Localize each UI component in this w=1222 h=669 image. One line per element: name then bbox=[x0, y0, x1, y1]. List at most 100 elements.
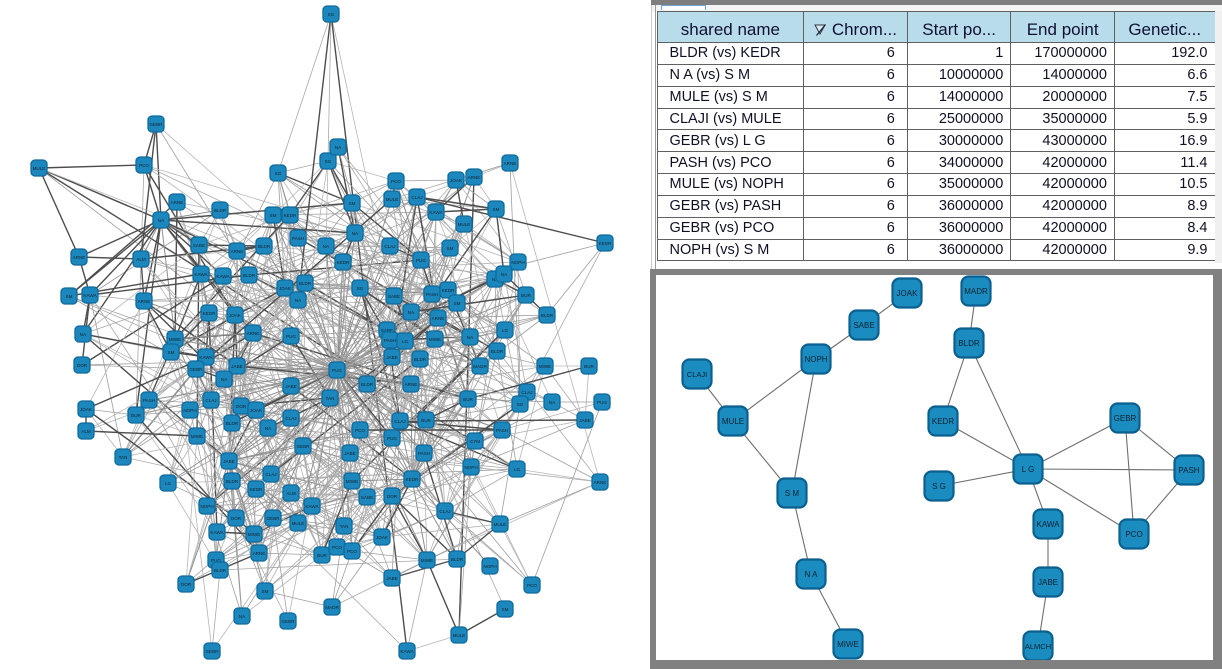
svg-text:KEDR: KEDR bbox=[284, 213, 297, 218]
svg-text:JABE: JABE bbox=[386, 576, 398, 581]
svg-text:MIWE: MIWE bbox=[837, 640, 859, 649]
svg-text:L G: L G bbox=[1022, 465, 1035, 474]
svg-text:PASH: PASH bbox=[384, 338, 396, 343]
svg-text:NA: NA bbox=[335, 145, 342, 150]
svg-text:LG: LG bbox=[402, 339, 409, 344]
svg-text:SM: SM bbox=[349, 201, 356, 206]
svg-text:SG: SG bbox=[517, 402, 524, 407]
svg-text:DOR: DOR bbox=[181, 582, 192, 587]
svg-text:S G: S G bbox=[932, 482, 946, 491]
svg-text:KAWA: KAWA bbox=[210, 530, 224, 535]
svg-text:CLAJ: CLAJ bbox=[521, 390, 532, 395]
svg-text:NA: NA bbox=[492, 277, 499, 282]
svg-text:PASH: PASH bbox=[1178, 466, 1199, 475]
svg-text:JOAK: JOAK bbox=[279, 286, 292, 291]
svg-text:SABE: SABE bbox=[853, 321, 874, 330]
svg-text:MULE: MULE bbox=[458, 222, 471, 227]
svg-text:NA: NA bbox=[239, 614, 246, 619]
svg-text:ARNE: ARNE bbox=[138, 299, 151, 304]
svg-text:MULE: MULE bbox=[386, 197, 399, 202]
svg-text:PUG: PUG bbox=[597, 400, 607, 405]
svg-text:PCO: PCO bbox=[332, 545, 342, 550]
svg-text:PCO: PCO bbox=[139, 163, 149, 168]
svg-text:PUG: PUG bbox=[211, 558, 221, 563]
svg-text:PUG: PUG bbox=[416, 258, 426, 263]
svg-text:BLDR: BLDR bbox=[243, 273, 256, 278]
svg-text:LG: LG bbox=[165, 481, 172, 486]
svg-text:TAN: TAN bbox=[119, 455, 128, 460]
svg-text:JOAK: JOAK bbox=[450, 178, 463, 183]
svg-text:BLDR: BLDR bbox=[226, 421, 239, 426]
svg-text:PCO: PCO bbox=[391, 179, 401, 184]
svg-text:KAWA: KAWA bbox=[216, 274, 230, 279]
svg-text:BLDR: BLDR bbox=[414, 357, 427, 362]
svg-text:PUG: PUG bbox=[332, 368, 342, 373]
svg-text:NA: NA bbox=[295, 298, 302, 303]
svg-text:ARNE: ARNE bbox=[432, 316, 445, 321]
svg-text:ARNE: ARNE bbox=[247, 331, 260, 336]
svg-text:JOAK: JOAK bbox=[376, 535, 389, 540]
svg-text:BLDR: BLDR bbox=[958, 339, 980, 348]
svg-text:NA: NA bbox=[352, 231, 359, 236]
svg-text:NA: NA bbox=[408, 310, 415, 315]
svg-text:LG: LG bbox=[502, 328, 509, 333]
svg-text:SG: SG bbox=[328, 12, 335, 17]
svg-text:ARNE: ARNE bbox=[468, 175, 481, 180]
svg-text:NA: NA bbox=[158, 218, 165, 223]
svg-text:JABE: JABE bbox=[386, 355, 398, 360]
svg-text:CLAJI: CLAJI bbox=[687, 370, 707, 379]
svg-text:MADR: MADR bbox=[964, 287, 988, 296]
svg-text:JABE: JABE bbox=[231, 364, 243, 369]
svg-text:GEBR: GEBR bbox=[149, 122, 163, 127]
svg-text:MIWE: MIWE bbox=[248, 532, 261, 537]
svg-text:BUR: BUR bbox=[317, 553, 327, 558]
svg-text:NOPH: NOPH bbox=[464, 465, 477, 470]
svg-text:GEBR: GEBR bbox=[1114, 414, 1137, 423]
svg-text:MULE: MULE bbox=[33, 166, 46, 171]
svg-text:KAWA: KAWA bbox=[83, 293, 97, 298]
svg-text:KEDR: KEDR bbox=[406, 477, 419, 482]
svg-text:GEBR: GEBR bbox=[205, 649, 219, 654]
svg-text:MIWE: MIWE bbox=[169, 337, 182, 342]
svg-text:MIWE: MIWE bbox=[346, 479, 359, 484]
svg-text:PUG: PUG bbox=[387, 436, 397, 441]
svg-text:ARNE: ARNE bbox=[594, 480, 607, 485]
svg-text:KAWA: KAWA bbox=[194, 272, 208, 277]
svg-text:SM: SM bbox=[168, 350, 175, 355]
svg-text:ARNE: ARNE bbox=[253, 551, 266, 556]
svg-text:KEDR: KEDR bbox=[203, 311, 216, 316]
svg-text:NA: NA bbox=[323, 244, 330, 249]
svg-text:SG: SG bbox=[357, 286, 364, 291]
svg-text:PASH: PASH bbox=[143, 398, 155, 403]
svg-text:S M: S M bbox=[785, 489, 800, 498]
svg-text:MULE: MULE bbox=[292, 521, 305, 526]
svg-text:DOR: DOR bbox=[231, 516, 242, 521]
svg-text:BLDR: BLDR bbox=[214, 568, 227, 573]
svg-text:MIWE: MIWE bbox=[421, 558, 434, 563]
svg-text:PASH: PASH bbox=[496, 428, 508, 433]
svg-text:MADR: MADR bbox=[473, 364, 487, 369]
svg-text:KAWA: KAWA bbox=[429, 210, 443, 215]
svg-text:CLAJ: CLAJ bbox=[205, 398, 216, 403]
svg-text:DOR: DOR bbox=[387, 494, 398, 499]
svg-text:TAN: TAN bbox=[340, 524, 349, 529]
svg-text:ALMCH: ALMCH bbox=[1025, 642, 1051, 651]
svg-text:JABE: JABE bbox=[1038, 578, 1058, 587]
svg-text:JABE: JABE bbox=[285, 384, 297, 389]
svg-text:MULE: MULE bbox=[494, 522, 507, 527]
svg-text:SM: SM bbox=[66, 294, 73, 299]
svg-text:BUR: BUR bbox=[521, 293, 531, 298]
svg-text:JOAK: JOAK bbox=[897, 289, 919, 298]
svg-text:KEDR: KEDR bbox=[442, 288, 455, 293]
svg-text:KAWA: KAWA bbox=[199, 355, 213, 360]
svg-text:NA: NA bbox=[80, 332, 87, 337]
svg-text:KEDR: KEDR bbox=[250, 487, 263, 492]
svg-text:JABE: JABE bbox=[579, 418, 591, 423]
svg-text:NOPH: NOPH bbox=[483, 564, 496, 569]
svg-text:KEDR: KEDR bbox=[337, 260, 350, 265]
svg-text:BLDR: BLDR bbox=[226, 479, 239, 484]
svg-text:BLDR: BLDR bbox=[361, 382, 374, 387]
svg-text:KAWA: KAWA bbox=[400, 649, 414, 654]
svg-text:SABE: SABE bbox=[381, 328, 393, 333]
svg-text:ALM: ALM bbox=[136, 257, 146, 262]
